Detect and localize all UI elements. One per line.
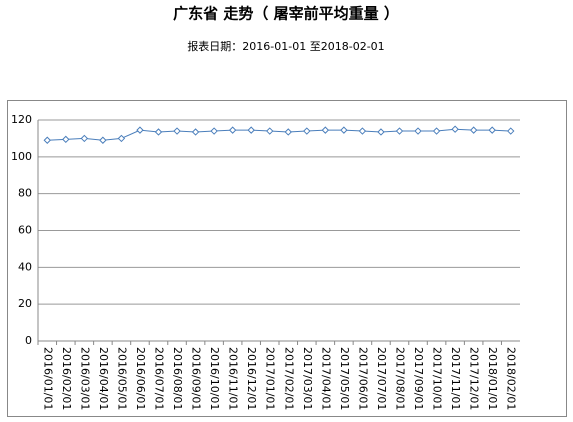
marker (80, 134, 89, 143)
y-tick-label: 80 (18, 187, 32, 200)
x-tick-label: 2018/02/01 (505, 347, 518, 410)
x-tick-label: 2016/12/01 (245, 347, 258, 410)
marker (451, 125, 459, 133)
marker (488, 126, 496, 134)
x-tick-label: 2016/06/01 (134, 347, 147, 410)
x-tick-label: 2017/01/01 (264, 347, 277, 410)
x-tick-label: 2017/06/01 (356, 347, 369, 410)
marker (247, 126, 255, 134)
marker (432, 127, 441, 135)
chart-title: 广东省 走势（ 屠宰前平均重量 ） (173, 5, 399, 23)
x-tick-label: 2016/11/01 (227, 347, 240, 410)
x-tick-label: 2016/10/01 (208, 347, 221, 410)
marker (62, 135, 70, 144)
marker (191, 128, 200, 136)
x-tick-label: 2017/04/01 (319, 347, 332, 410)
marker (99, 136, 107, 144)
x-tick-label: 2016/04/01 (97, 347, 110, 410)
y-tick-label: 0 (25, 334, 32, 347)
x-tick-label: 2016/07/01 (153, 347, 166, 410)
y-tick-label: 100 (11, 150, 32, 163)
x-tick-label: 2016/03/01 (78, 347, 91, 410)
x-tick-label: 2018/01/01 (486, 347, 499, 410)
x-tick-label: 2017/05/01 (338, 347, 351, 410)
marker (395, 127, 404, 135)
x-tick-label: 2017/10/01 (431, 347, 444, 410)
chart-frame (7, 100, 567, 417)
x-tick-label: 2017/02/01 (282, 347, 295, 410)
y-tick-label: 60 (18, 224, 32, 237)
marker (303, 127, 311, 135)
marker (507, 127, 515, 135)
marker (117, 134, 126, 143)
marker (173, 127, 181, 135)
x-tick-label: 2016/05/01 (115, 347, 128, 410)
marker (414, 127, 422, 135)
x-tick-label: 2016/08/01 (171, 347, 184, 410)
line (47, 128, 511, 141)
x-tick-label: 2017/12/01 (468, 347, 481, 410)
marker (321, 126, 330, 134)
marker (340, 126, 348, 134)
chart-subtitle: 报表日期：2016-01-01 至2018-02-01 (187, 39, 384, 53)
marker (154, 128, 163, 136)
x-tick-label: 2017/11/01 (449, 347, 462, 410)
y-tick-label: 120 (11, 113, 32, 126)
x-tick-label: 2017/08/01 (394, 347, 407, 410)
marker (43, 136, 51, 144)
x-tick-label: 2016/09/01 (190, 347, 203, 410)
marker (284, 128, 292, 136)
x-tick-label: 2017/07/01 (375, 347, 388, 410)
marker (358, 127, 367, 135)
marker (228, 126, 237, 134)
x-tick-label: 2016/01/01 (41, 347, 54, 410)
marker (210, 127, 218, 135)
x-tick-label: 2016/02/01 (60, 347, 73, 410)
y-tick-label: 20 (18, 297, 32, 310)
x-tick-label: 2017/09/01 (412, 347, 425, 410)
y-tick-label: 40 (18, 260, 32, 273)
marker (377, 128, 385, 136)
x-tick-label: 2017/03/01 (301, 347, 314, 410)
marker (136, 126, 144, 134)
marker (266, 127, 274, 135)
marker (469, 126, 478, 134)
